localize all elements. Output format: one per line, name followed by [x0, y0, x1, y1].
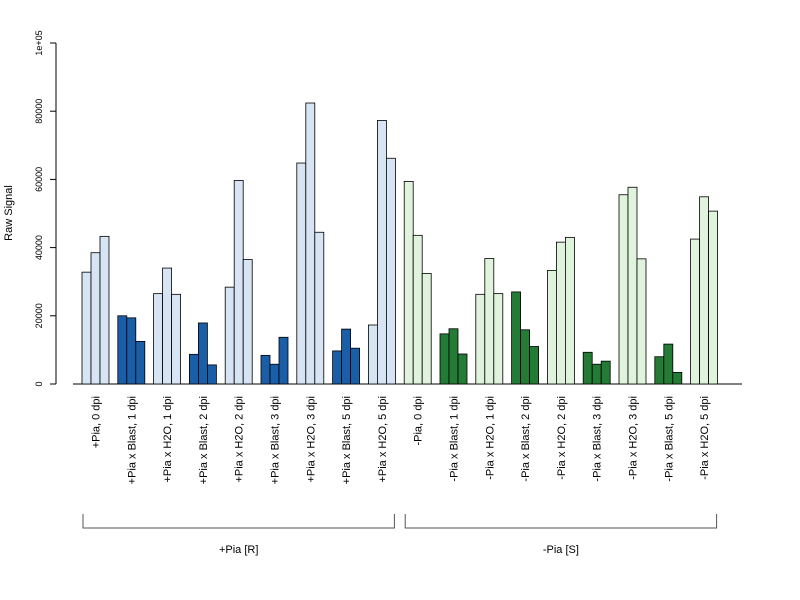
bar: [305, 102, 316, 385]
category-label: +Pia x H2O, 2 dpi: [234, 396, 246, 483]
bar: [484, 258, 495, 385]
bar: [439, 333, 450, 385]
bar: [162, 267, 173, 385]
bar: [341, 328, 352, 385]
bar: [708, 210, 718, 385]
bar: [520, 329, 530, 385]
bar: [350, 347, 361, 385]
y-tick-label: 0: [34, 381, 44, 386]
bar: [448, 328, 459, 385]
bar: [591, 363, 602, 385]
bars-layer: [81, 102, 718, 385]
category-label: -Pia x Blast, 5 dpi: [663, 396, 675, 482]
bar: [699, 196, 709, 385]
bar: [135, 340, 146, 385]
bar: [171, 293, 182, 385]
y-axis-title: Raw Signal: [3, 185, 15, 241]
bar: [197, 322, 208, 385]
bar: [233, 180, 244, 385]
bar: [296, 162, 307, 385]
bar: [412, 234, 423, 385]
bar: [654, 356, 665, 385]
bar: [269, 363, 280, 385]
bar: [636, 258, 647, 385]
bar: [457, 353, 468, 385]
category-label: +Pia x Blast, 5 dpi: [341, 396, 353, 484]
category-label: -Pia x Blast, 1 dpi: [449, 396, 461, 482]
category-label: -Pia x Blast, 3 dpi: [592, 396, 604, 482]
category-label: -Pia x H2O, 1 dpi: [484, 396, 496, 480]
bar: [627, 186, 638, 385]
category-label: -Pia x H2O, 2 dpi: [556, 396, 568, 480]
bar: [511, 291, 522, 385]
bar: [260, 354, 271, 385]
bar: [376, 120, 387, 385]
bar: [117, 315, 128, 385]
category-label: -Pia x H2O, 5 dpi: [699, 396, 711, 480]
bar: [663, 343, 674, 385]
category-label: +Pia x H2O, 3 dpi: [305, 396, 317, 483]
bar: [188, 353, 199, 385]
category-label: +Pia, 0 dpi: [91, 396, 103, 448]
group-bracket: [82, 514, 395, 529]
y-tick-label: 1e+05: [34, 30, 44, 55]
bar: [90, 252, 101, 385]
group-brackets: +Pia [R] -Pia [S]: [82, 514, 718, 556]
bar: [153, 293, 164, 385]
bar: [126, 317, 137, 385]
bar: [547, 270, 557, 385]
bar: [206, 364, 217, 385]
bar: [367, 324, 378, 385]
bar: [493, 293, 504, 385]
bar: [475, 293, 486, 385]
category-label: +Pia x Blast, 1 dpi: [126, 396, 138, 484]
bar: [81, 271, 92, 385]
y-tick-label: 80000: [34, 99, 44, 124]
bar: [385, 157, 396, 385]
y-axis: 0 20000 40000 60000 80000 1e+05: [34, 30, 57, 387]
category-labels: +Pia, 0 dpi +Pia x Blast, 1 dpi +Pia x H2O…: [91, 396, 712, 484]
bar: [565, 236, 575, 385]
category-label: -Pia x Blast, 2 dpi: [520, 396, 532, 482]
bar: [672, 372, 683, 385]
y-tick-label: 20000: [34, 303, 44, 328]
bar: [690, 238, 700, 385]
group-bracket: [404, 514, 718, 529]
bar: [618, 194, 629, 385]
bar: [582, 351, 593, 385]
group-label: +Pia [R]: [219, 544, 258, 556]
group-label: -Pia [S]: [543, 544, 579, 556]
bar: [242, 259, 253, 385]
category-label: +Pia x H2O, 1 dpi: [162, 396, 174, 483]
category-label: -Pia x H2O, 3 dpi: [628, 396, 640, 480]
category-label: -Pia, 0 dpi: [413, 396, 425, 446]
bar: [278, 336, 289, 385]
bar: [403, 181, 414, 385]
bar: [529, 346, 539, 385]
bar: [600, 360, 611, 385]
bar: [224, 286, 235, 385]
bar: [556, 241, 566, 385]
category-label: +Pia x H2O, 5 dpi: [377, 396, 389, 483]
category-label: +Pia x Blast, 2 dpi: [198, 396, 210, 484]
y-tick-label: 60000: [34, 167, 44, 192]
bar: [421, 273, 432, 385]
bar: [332, 350, 343, 385]
bar: [99, 235, 110, 385]
y-tick-label: 40000: [34, 235, 44, 260]
bar: [314, 231, 325, 385]
category-label: +Pia x Blast, 3 dpi: [270, 396, 282, 484]
